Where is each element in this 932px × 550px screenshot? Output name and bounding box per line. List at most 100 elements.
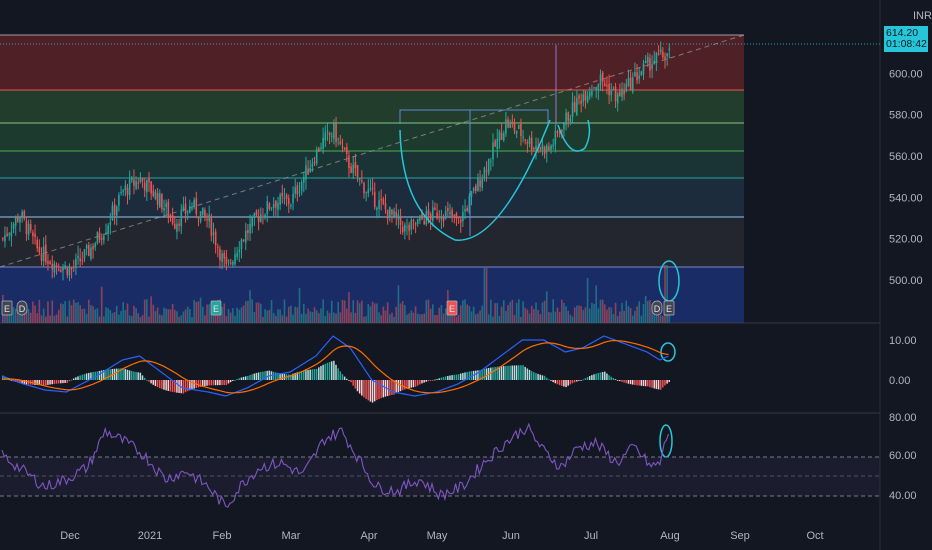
candle-body bbox=[236, 252, 238, 257]
macd-histogram-bar bbox=[251, 374, 253, 380]
volume-bar bbox=[240, 307, 243, 323]
volume-bar bbox=[283, 299, 286, 323]
macd-histogram-bar bbox=[141, 375, 144, 380]
volume-bar bbox=[556, 307, 559, 323]
price-tick-label: 580.00 bbox=[889, 110, 923, 122]
time-axis[interactable]: Dec 2021 Feb Mar Apr May Jun Jul Aug Sep Oct bbox=[60, 530, 823, 542]
macd-histogram-bar bbox=[307, 369, 309, 380]
volume-bar bbox=[152, 304, 155, 323]
cup-handle-annotation[interactable] bbox=[399, 119, 680, 458]
macd-histogram-bar bbox=[578, 380, 580, 381]
candle-body bbox=[444, 210, 447, 219]
macd-pane[interactable] bbox=[1, 335, 670, 403]
volume-bar bbox=[32, 301, 34, 323]
macd-histogram-bar bbox=[361, 380, 363, 396]
macd-histogram-bar bbox=[659, 380, 662, 390]
volume-bar bbox=[616, 316, 619, 323]
volume-bar bbox=[34, 305, 36, 323]
candle-body bbox=[253, 213, 256, 218]
volume-bar bbox=[436, 315, 438, 323]
candle-body bbox=[436, 212, 438, 219]
macd-histogram-bar bbox=[386, 380, 389, 397]
volume-bar bbox=[143, 299, 146, 323]
candle-body bbox=[487, 158, 490, 174]
volume-bar bbox=[399, 303, 402, 323]
candle-body bbox=[414, 223, 417, 225]
macd-histogram-bar bbox=[199, 380, 202, 387]
candle-body bbox=[204, 210, 206, 217]
candle-body bbox=[354, 162, 357, 169]
candle-body bbox=[40, 253, 43, 261]
rsi-pane[interactable] bbox=[1, 422, 670, 508]
volume-bar bbox=[281, 315, 284, 323]
candle-body bbox=[475, 185, 477, 192]
trendline[interactable] bbox=[0, 34, 745, 268]
volume-bar bbox=[382, 306, 385, 323]
candle-body bbox=[401, 226, 404, 233]
macd-histogram-bar bbox=[459, 373, 462, 380]
volume-bar bbox=[62, 304, 64, 323]
volume-bar bbox=[354, 312, 357, 323]
volume-bar bbox=[64, 301, 66, 323]
candle-body bbox=[318, 148, 320, 152]
volume-bar bbox=[664, 265, 666, 323]
candle-body bbox=[464, 209, 466, 212]
candle-body bbox=[180, 211, 183, 227]
macd-histogram-bar bbox=[57, 380, 60, 384]
last-price-badge: 614.20 01:08:42 bbox=[884, 26, 928, 52]
event-marker-badge bbox=[1, 300, 13, 316]
volume-bar bbox=[38, 299, 41, 323]
macd-line bbox=[1, 335, 669, 397]
candle-body bbox=[270, 207, 273, 209]
macd-histogram-bar bbox=[322, 364, 324, 380]
volume-bar bbox=[432, 304, 434, 323]
macd-histogram-bar bbox=[262, 371, 264, 380]
macd-histogram-bar bbox=[66, 380, 68, 383]
macd-histogram-bar bbox=[496, 366, 498, 380]
candle-body bbox=[416, 219, 419, 224]
candle-body bbox=[459, 219, 462, 223]
candle-body bbox=[12, 224, 15, 229]
macd-histogram-bar bbox=[79, 375, 81, 380]
macd-histogram-bar bbox=[616, 380, 619, 381]
time-tick-label: Sep bbox=[730, 530, 750, 542]
candle-body bbox=[363, 183, 365, 194]
macd-histogram-bar bbox=[567, 380, 569, 386]
volume-bar bbox=[346, 308, 348, 323]
macd-histogram-bar bbox=[432, 380, 434, 381]
macd-histogram-bar bbox=[346, 378, 348, 380]
volume-bar bbox=[88, 299, 90, 323]
macd-histogram-bar bbox=[227, 380, 230, 384]
macd-histogram-bar bbox=[401, 380, 404, 391]
price-axis[interactable]: 620.00600.00580.00560.00540.00520.00500.… bbox=[889, 27, 923, 502]
volume-bar bbox=[410, 310, 413, 323]
volume-bar bbox=[655, 310, 658, 323]
volume-bar bbox=[642, 304, 645, 323]
candle-body bbox=[309, 167, 312, 172]
volume-bar bbox=[12, 307, 15, 323]
volume-bar bbox=[307, 308, 309, 323]
macd-histogram-bar bbox=[373, 380, 376, 402]
candle-body bbox=[494, 140, 496, 147]
candle-body bbox=[199, 211, 202, 222]
macd-histogram-bar bbox=[272, 371, 275, 380]
volume-bar bbox=[515, 302, 518, 323]
measure-lines[interactable] bbox=[399, 45, 557, 236]
macd-histogram-bar bbox=[464, 372, 466, 380]
macd-histogram-bar bbox=[543, 375, 546, 380]
volume-bar bbox=[539, 314, 542, 323]
macd-histogram-bar bbox=[595, 373, 597, 380]
volume-bar bbox=[513, 314, 516, 323]
candle-body bbox=[264, 214, 266, 217]
macd-histogram-bar bbox=[397, 380, 400, 393]
volume-bar bbox=[528, 313, 531, 323]
volume-bar bbox=[612, 314, 615, 323]
volume-bar bbox=[124, 310, 127, 323]
candle-body bbox=[176, 223, 178, 232]
macd-histogram-bar bbox=[410, 380, 412, 388]
candle-body bbox=[395, 212, 398, 218]
candle-body bbox=[352, 164, 355, 174]
candle-body bbox=[281, 192, 284, 197]
